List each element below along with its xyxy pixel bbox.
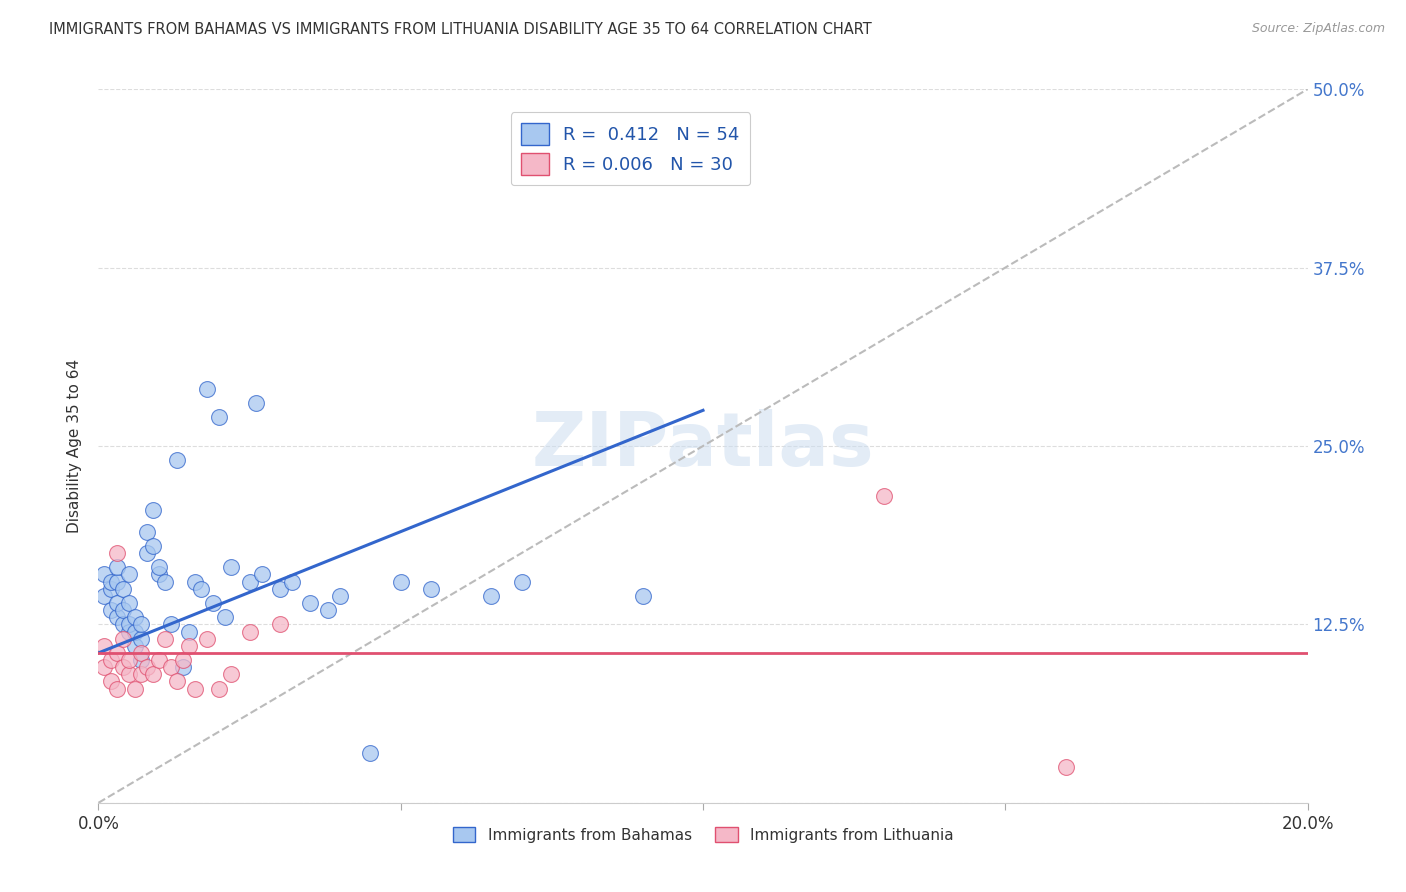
- Point: [250, 567, 273, 582]
- Point: [105, 610, 128, 624]
- Point: [118, 596, 141, 610]
- Point: [100, 582, 122, 596]
- Point: [631, 589, 654, 603]
- Point: [195, 632, 218, 646]
- Point: [420, 582, 443, 596]
- Point: [179, 639, 201, 653]
- Point: [179, 624, 201, 639]
- Point: [316, 603, 339, 617]
- Point: [160, 617, 183, 632]
- Point: [124, 681, 146, 696]
- Point: [148, 567, 170, 582]
- Point: [129, 632, 152, 646]
- Point: [135, 660, 157, 674]
- Point: [105, 546, 128, 560]
- Point: [360, 746, 382, 760]
- Point: [124, 624, 146, 639]
- Point: [184, 574, 207, 589]
- Point: [93, 567, 115, 582]
- Point: [281, 574, 304, 589]
- Point: [239, 624, 262, 639]
- Point: [93, 589, 115, 603]
- Y-axis label: Disability Age 35 to 64: Disability Age 35 to 64: [67, 359, 83, 533]
- Point: [166, 674, 188, 689]
- Point: [184, 681, 207, 696]
- Point: [299, 596, 322, 610]
- Point: [124, 639, 146, 653]
- Point: [93, 660, 115, 674]
- Point: [221, 667, 243, 681]
- Point: [124, 610, 146, 624]
- Point: [239, 574, 262, 589]
- Point: [100, 603, 122, 617]
- Point: [129, 646, 152, 660]
- Point: [190, 582, 212, 596]
- Point: [111, 632, 134, 646]
- Point: [172, 660, 194, 674]
- Point: [129, 617, 152, 632]
- Point: [135, 524, 157, 539]
- Point: [111, 617, 134, 632]
- Point: [389, 574, 412, 589]
- Text: ZIPatlas: ZIPatlas: [531, 409, 875, 483]
- Point: [202, 596, 225, 610]
- Point: [148, 560, 170, 574]
- Text: Source: ZipAtlas.com: Source: ZipAtlas.com: [1251, 22, 1385, 36]
- Point: [111, 603, 134, 617]
- Legend: Immigrants from Bahamas, Immigrants from Lithuania: Immigrants from Bahamas, Immigrants from…: [447, 821, 959, 848]
- Point: [221, 560, 243, 574]
- Point: [118, 617, 141, 632]
- Point: [329, 589, 352, 603]
- Point: [111, 582, 134, 596]
- Point: [510, 574, 533, 589]
- Point: [142, 539, 165, 553]
- Point: [100, 574, 122, 589]
- Point: [129, 667, 152, 681]
- Point: [160, 660, 183, 674]
- Point: [118, 567, 141, 582]
- Point: [142, 503, 165, 517]
- Point: [245, 396, 267, 410]
- Point: [118, 667, 141, 681]
- Point: [1054, 760, 1077, 774]
- Point: [481, 589, 503, 603]
- Point: [105, 560, 128, 574]
- Point: [118, 624, 141, 639]
- Text: IMMIGRANTS FROM BAHAMAS VS IMMIGRANTS FROM LITHUANIA DISABILITY AGE 35 TO 64 COR: IMMIGRANTS FROM BAHAMAS VS IMMIGRANTS FR…: [49, 22, 872, 37]
- Point: [105, 596, 128, 610]
- Point: [118, 653, 141, 667]
- Point: [105, 681, 128, 696]
- Point: [166, 453, 188, 467]
- Point: [153, 574, 176, 589]
- Point: [172, 653, 194, 667]
- Point: [100, 653, 122, 667]
- Point: [93, 639, 115, 653]
- Point: [208, 410, 231, 425]
- Point: [100, 674, 122, 689]
- Point: [105, 574, 128, 589]
- Point: [269, 582, 291, 596]
- Point: [195, 382, 218, 396]
- Point: [153, 632, 176, 646]
- Point: [208, 681, 231, 696]
- Point: [105, 646, 128, 660]
- Point: [148, 653, 170, 667]
- Point: [269, 617, 291, 632]
- Point: [873, 489, 896, 503]
- Point: [111, 660, 134, 674]
- Point: [135, 546, 157, 560]
- Point: [142, 667, 165, 681]
- Point: [214, 610, 236, 624]
- Point: [129, 653, 152, 667]
